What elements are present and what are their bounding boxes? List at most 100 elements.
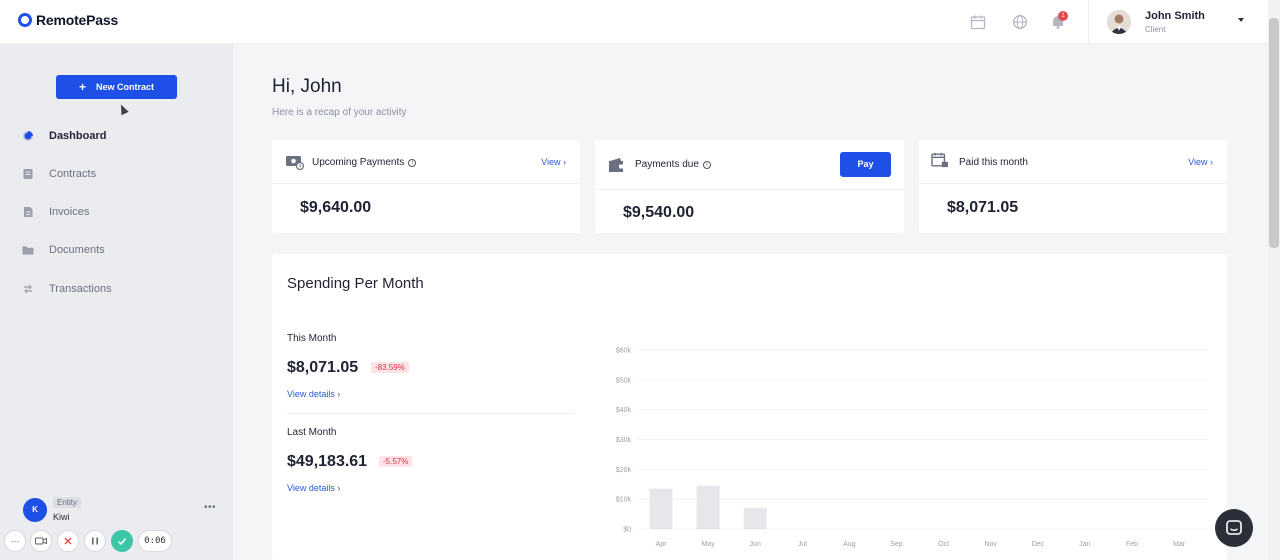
chart-x-tick-label: Nov [984, 541, 997, 548]
sidebar-item-documents[interactable]: Documents [22, 244, 105, 256]
user-role: Client [1145, 25, 1166, 34]
card-title: Upcoming Payments i [312, 157, 417, 168]
recorder-pause-button[interactable] [84, 530, 106, 552]
more-options-icon[interactable]: ••• [204, 502, 217, 513]
chart-x-tick-label: Aug [843, 541, 856, 548]
last-month-details-link[interactable]: View details › [287, 483, 341, 493]
card-title-text: Payments due [635, 159, 699, 170]
chart-y-tick-label: $20k [616, 467, 632, 474]
wallet-icon [609, 158, 624, 172]
chart-x-tick-label: Mar [1173, 541, 1186, 548]
spending-bar-chart: $0 $10k $20k $30k $40k $50k $60k Apr May Jun Jul Au… [616, 348, 1208, 548]
new-contract-button[interactable]: + New Contract [56, 75, 177, 99]
scrollbar-thumb[interactable] [1269, 18, 1279, 248]
chart-x-tick-label: Feb [1126, 541, 1138, 548]
recorder-done-button[interactable] [111, 530, 133, 552]
sidebar-item-contracts[interactable]: Contracts [22, 168, 96, 180]
logo-icon [18, 13, 32, 27]
globe-icon[interactable] [1012, 14, 1028, 30]
close-icon [64, 537, 72, 545]
info-icon[interactable]: i [408, 158, 417, 167]
sidebar-item-label: Dashboard [49, 130, 107, 142]
recorder-timer: 0:06 [138, 530, 172, 552]
chevron-down-icon[interactable] [1238, 18, 1244, 22]
page-title: Hi, John [272, 76, 342, 97]
chart-x-tick-label: Apr [656, 541, 668, 548]
calendar-check-icon [931, 152, 948, 168]
chart-x-tick-label: Jan [1079, 541, 1090, 548]
sidebar-item-label: Documents [49, 244, 105, 256]
chart-x-tick-label: Oct [938, 541, 949, 548]
this-month-label: This Month [287, 333, 337, 344]
chart-bar [743, 508, 767, 529]
plus-icon: + [78, 80, 86, 94]
chat-launcher-button[interactable] [1215, 509, 1253, 547]
notification-badge: 1 [1058, 11, 1068, 21]
this-month-change-badge: -83.59% [371, 362, 409, 373]
sidebar-item-label: Transactions [49, 283, 112, 295]
transactions-icon [24, 284, 32, 294]
chart-x-tick-label: Jul [798, 541, 807, 548]
pie-chart-icon [23, 131, 33, 141]
entity-avatar[interactable]: K [23, 498, 47, 522]
avatar[interactable] [1107, 10, 1131, 34]
video-camera-icon [35, 537, 47, 545]
invoice-icon [24, 207, 33, 217]
entity-name[interactable]: Kiwi [53, 512, 70, 522]
view-upcoming-link[interactable]: View › [541, 157, 566, 167]
brand-name: RemotePass [36, 12, 119, 28]
last-month-amount: $49,183.61 [287, 453, 368, 470]
recorder-camera-button[interactable] [30, 530, 52, 552]
info-icon[interactable]: i [702, 160, 711, 169]
sidebar-item-label: Contracts [49, 168, 97, 180]
card-header: Upcoming Payments i View › [272, 140, 580, 184]
sidebar-item-transactions[interactable]: Transactions [22, 283, 112, 295]
sidebar-item-label: Invoices [49, 206, 90, 218]
chart-x-tick-label: Sep [890, 541, 903, 548]
chart-y-tick-label: $50k [616, 377, 632, 384]
sidebar-item-invoices[interactable]: Invoices [22, 206, 89, 218]
payments-due-card: Payments due i Pay $9,540.00 [595, 140, 904, 233]
payments-due-amount: $9,540.00 [623, 204, 695, 221]
card-header: Payments due i Pay [595, 140, 904, 190]
divider [1088, 0, 1089, 44]
divider [287, 413, 574, 414]
user-photo-icon [1107, 10, 1131, 34]
chart-y-tick-label: $0 [623, 527, 631, 534]
spending-card: Spending Per Month This Month $8,071.05 … [272, 254, 1227, 560]
recorder-menu-button[interactable]: ··· [4, 530, 26, 552]
chart-x-tick-label: Dec [1032, 541, 1045, 548]
card-title-text: Paid this month [959, 157, 1028, 168]
last-month-label: Last Month [287, 427, 337, 438]
upcoming-payments-card: Upcoming Payments i View › $9,640.00 [272, 140, 580, 233]
check-icon [117, 538, 127, 546]
new-contract-label: New Contract [96, 82, 155, 92]
calendar-icon[interactable] [970, 14, 986, 30]
brand-logo[interactable]: RemotePass [18, 12, 118, 28]
last-month-change-badge: -5.57% [379, 456, 413, 467]
top-bar: RemotePass 1 John Smith Client [0, 0, 1268, 44]
user-name[interactable]: John Smith [1145, 10, 1205, 22]
chart-bar [649, 488, 673, 529]
more-horizontal-icon: ··· [10, 536, 20, 546]
card-header: Paid this month View › [919, 140, 1227, 184]
upcoming-payments-amount: $9,640.00 [300, 199, 372, 216]
pay-button[interactable]: Pay [840, 152, 891, 177]
recorder-cancel-button[interactable] [57, 530, 79, 552]
chart-x-tick-label: Jun [750, 541, 761, 548]
chart-y-tick-label: $60k [616, 348, 632, 355]
pause-icon [92, 537, 98, 545]
spending-title: Spending Per Month [287, 275, 424, 292]
paid-this-month-card: Paid this month View › $8,071.05 [919, 140, 1227, 233]
folder-icon [22, 246, 34, 255]
card-title: Paid this month [959, 157, 1028, 168]
cash-clock-icon [286, 156, 305, 170]
chart-y-tick-label: $10k [616, 497, 632, 504]
sidebar [0, 44, 233, 560]
view-paid-link[interactable]: View › [1188, 157, 1213, 167]
this-month-amount: $8,071.05 [287, 359, 359, 376]
chart-y-tick-label: $40k [616, 407, 632, 414]
sidebar-item-dashboard[interactable]: Dashboard [22, 130, 106, 142]
this-month-details-link[interactable]: View details › [287, 389, 341, 399]
chart-y-tick-label: $30k [616, 437, 632, 444]
